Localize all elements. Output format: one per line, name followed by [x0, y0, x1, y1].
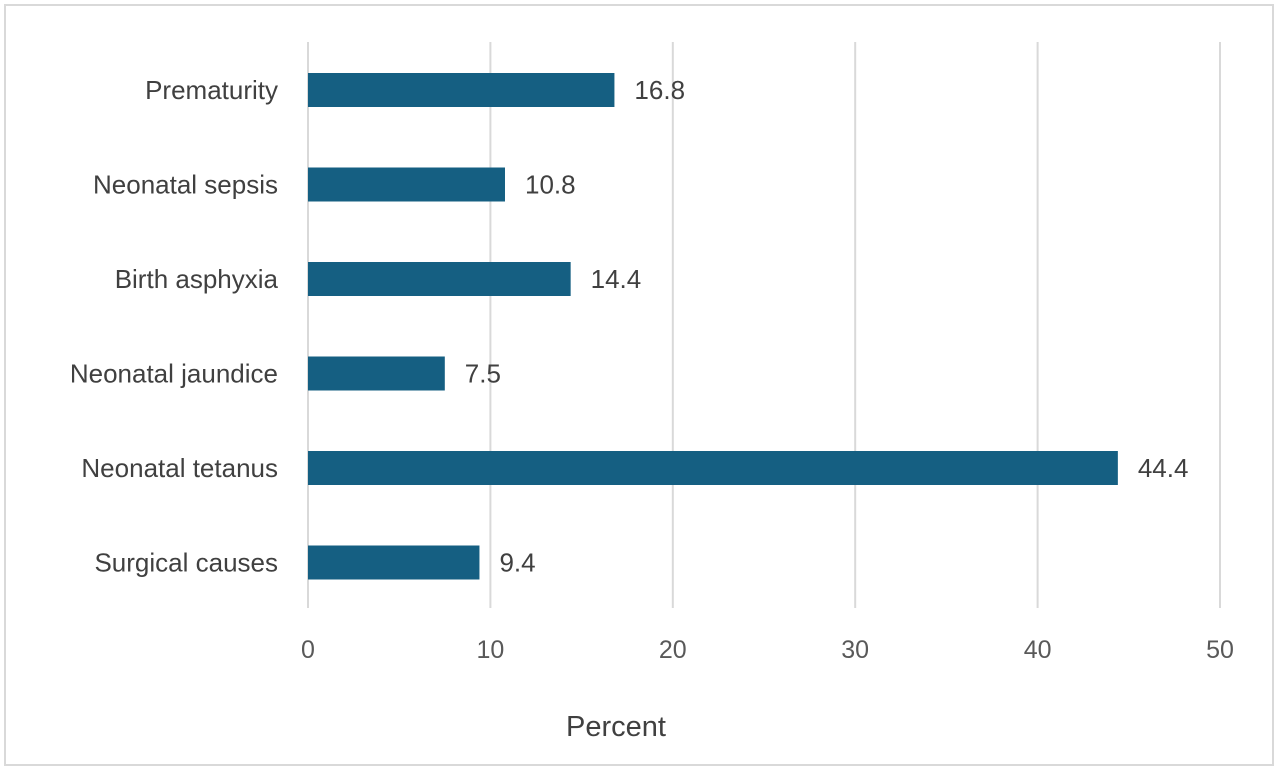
x-tick-label: 0 [301, 636, 315, 664]
gridlines [307, 42, 1221, 608]
bar [308, 167, 505, 202]
category-labels: Prematurity Neonatal sepsis Birth asphyxia… [70, 75, 279, 578]
category-label: Surgical causes [94, 548, 278, 578]
bar [308, 73, 615, 107]
category-label: Prematurity [145, 75, 278, 105]
data-label: 9.4 [499, 548, 535, 578]
data-label: 44.4 [1138, 453, 1189, 483]
category-label: Neonatal jaundice [70, 359, 278, 389]
category-label: Neonatal tetanus [81, 453, 278, 483]
bar [308, 451, 1118, 485]
bar [308, 545, 480, 580]
data-labels: 16.8 10.8 14.4 7.5 44.4 9.4 [465, 75, 1189, 578]
data-label: 16.8 [634, 75, 685, 105]
data-label: 10.8 [525, 170, 576, 200]
bar [308, 262, 571, 296]
x-tick-label: 30 [841, 636, 869, 664]
x-tick-label: 40 [1024, 636, 1052, 664]
x-tick-labels: 0 10 20 30 40 50 [301, 636, 1234, 664]
category-label: Birth asphyxia [115, 264, 279, 294]
bars [308, 73, 1118, 580]
x-tick-label: 20 [659, 636, 687, 664]
x-tick-label: 50 [1206, 636, 1234, 664]
bar [308, 356, 445, 391]
chart-frame [4, 4, 1274, 766]
x-tick-label: 10 [476, 636, 504, 664]
x-axis-title: Percent [566, 711, 666, 743]
data-label: 7.5 [465, 359, 501, 389]
data-label: 14.4 [591, 264, 642, 294]
category-label: Neonatal sepsis [93, 170, 278, 200]
